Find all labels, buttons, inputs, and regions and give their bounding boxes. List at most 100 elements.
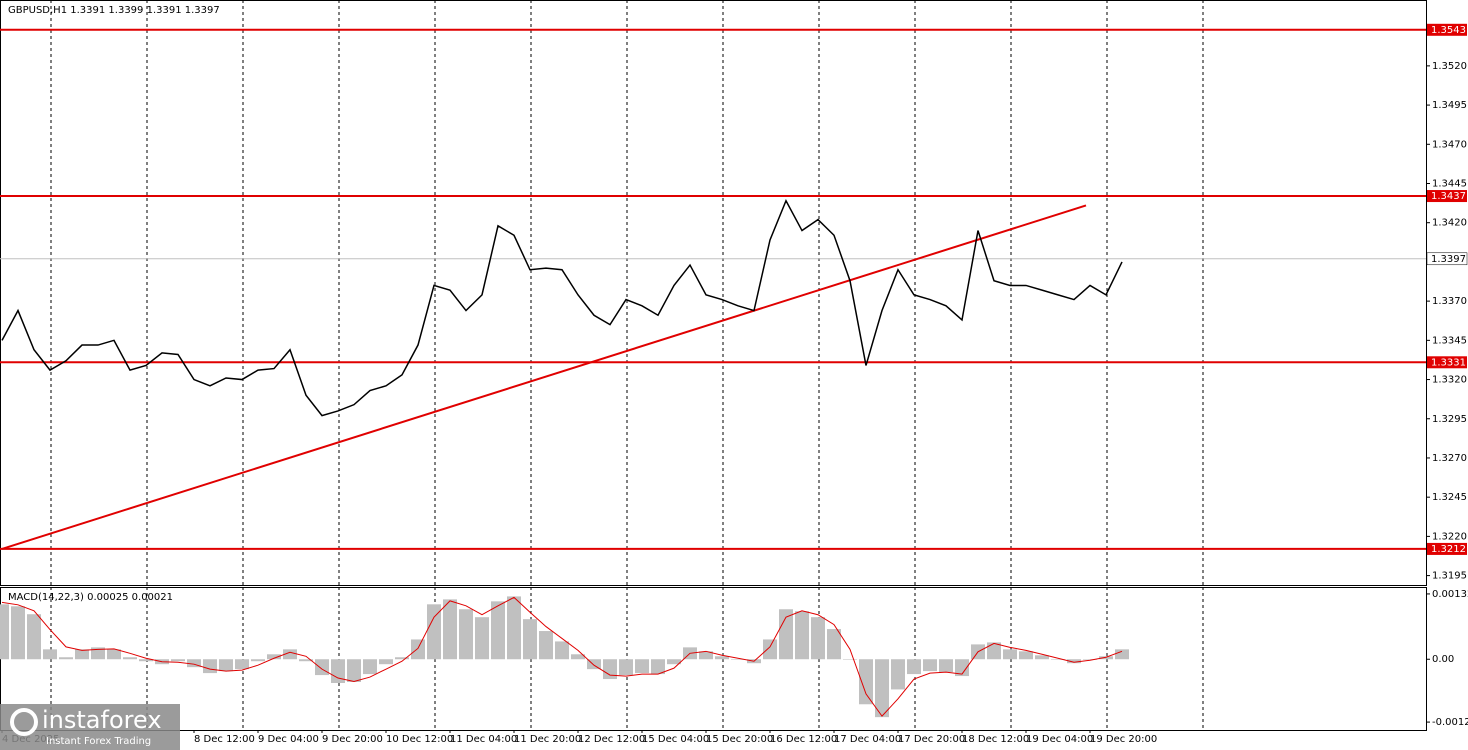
macd-bar — [555, 641, 569, 660]
y-tick-label: 1.3220 — [1432, 531, 1467, 542]
logo: instaforex Instant Forex Trading — [0, 704, 180, 750]
level-box — [1427, 542, 1467, 555]
macd-bar — [651, 659, 665, 675]
macd-bar — [827, 629, 841, 660]
macd-bar — [27, 614, 41, 660]
macd-bar — [923, 659, 937, 672]
logo-name: instaforex — [42, 706, 162, 734]
macd-bar — [1035, 655, 1049, 660]
macd-bar — [203, 659, 217, 674]
y-tick-label: 1.3195 — [1432, 571, 1467, 582]
macd-bar — [11, 606, 25, 660]
macd-y-tick-label: -0.00127 — [1432, 717, 1468, 728]
x-tick-label: 12 Dec 12:00 — [578, 734, 645, 745]
macd-bar — [1083, 659, 1097, 660]
x-tick-label: 9 Dec 20:00 — [322, 734, 383, 745]
y-tick-label: 1.3320 — [1432, 375, 1467, 386]
y-tick-label: 1.3295 — [1432, 414, 1467, 425]
macd-bar — [859, 659, 873, 705]
x-tick-label: 8 Dec 12:00 — [194, 734, 255, 745]
macd-bar — [219, 659, 233, 672]
macd-bar — [731, 659, 745, 660]
macd-bar — [619, 659, 633, 676]
macd-y-tick-label: 0.00 — [1432, 654, 1454, 665]
x-tick-label: 15 Dec 04:00 — [642, 734, 709, 745]
level-label: 1.3331 — [1431, 357, 1466, 368]
x-tick-label: 9 Dec 04:00 — [258, 734, 319, 745]
macd-bar — [1019, 651, 1033, 660]
level-label: 1.3543 — [1431, 25, 1466, 36]
macd-bar — [395, 657, 409, 660]
macd-bar — [411, 639, 425, 660]
macd-bar — [123, 657, 137, 660]
macd-bar — [443, 599, 457, 660]
y-tick-label: 1.3520 — [1432, 61, 1467, 72]
macd-bar — [43, 649, 57, 660]
macd-bar — [283, 649, 297, 660]
macd-bar — [363, 659, 377, 675]
macd-bar — [91, 647, 105, 660]
macd-bar — [427, 604, 441, 660]
macd-bar — [59, 657, 73, 660]
price-line — [1, 198, 1123, 417]
x-tick-label: 19 Dec 04:00 — [1026, 734, 1093, 745]
x-tick-label: 11 Dec 20:00 — [514, 734, 581, 745]
trendline — [1, 204, 1087, 550]
macd-bar — [491, 601, 505, 660]
macd-bar — [603, 659, 617, 680]
macd-bar — [267, 654, 281, 660]
x-tick-label: 11 Dec 04:00 — [450, 734, 517, 745]
macd-bar — [1115, 649, 1129, 660]
x-tick-label: 17 Dec 20:00 — [898, 734, 965, 745]
macd-bar — [1067, 659, 1081, 664]
macd-bar — [907, 659, 921, 675]
macd-bar — [667, 659, 681, 665]
x-tick-label: 10 Dec 12:00 — [386, 734, 453, 745]
macd-bar — [955, 659, 969, 677]
macd-bar — [299, 659, 313, 662]
macd-y-tick-label: 0.00132 — [1432, 589, 1468, 600]
macd-bar — [811, 617, 825, 660]
macd-bar — [235, 659, 249, 670]
macd-bar — [795, 611, 809, 660]
macd-bar — [507, 596, 521, 660]
macd-bar — [315, 659, 329, 676]
level-label: 1.3437 — [1431, 191, 1466, 202]
macd-bar — [107, 649, 121, 660]
current-price-label: 1.3397 — [1431, 254, 1466, 265]
macd-bar — [763, 639, 777, 660]
y-tick-label: 1.3420 — [1432, 218, 1467, 229]
macd-bar — [539, 631, 553, 660]
macd-bar — [571, 654, 585, 660]
y-tick-label: 1.3495 — [1432, 100, 1467, 111]
price-panel — [0, 0, 1427, 586]
chart-title: GBPUSD,H1 1.3391 1.3399 1.3391 1.3397 — [8, 5, 220, 16]
macd-bar — [187, 659, 201, 668]
level-label: 1.3212 — [1431, 544, 1466, 555]
macd-bar — [1003, 649, 1017, 660]
current-price-box — [1426, 252, 1468, 266]
level-box — [1427, 23, 1467, 36]
macd-bar — [843, 659, 857, 660]
y-tick-label: 1.3345 — [1432, 335, 1467, 346]
logo-tagline: Instant Forex Trading — [46, 736, 151, 747]
macd-bar — [139, 659, 153, 662]
macd-bar — [331, 659, 345, 683]
y-tick-label: 1.3270 — [1432, 453, 1467, 464]
y-tick-label: 1.3445 — [1432, 178, 1467, 189]
x-tick-label: 18 Dec 12:00 — [962, 734, 1029, 745]
macd-bar — [1051, 659, 1065, 660]
x-tick-label: 17 Dec 04:00 — [834, 734, 901, 745]
macd-bar — [939, 659, 953, 673]
macd-bar — [715, 656, 729, 660]
macd-bar — [587, 659, 601, 670]
macd-bar — [635, 659, 649, 674]
macd-bar — [251, 659, 265, 662]
macd-bar — [523, 619, 537, 660]
macd-bar — [0, 604, 9, 660]
macd-signal — [1, 596, 1123, 717]
y-tick-label: 1.3470 — [1432, 139, 1467, 150]
plot: 1.3520 1.3495 1.3470 1.3445 1.3420 1.3370 1.33… — [0, 23, 1468, 745]
